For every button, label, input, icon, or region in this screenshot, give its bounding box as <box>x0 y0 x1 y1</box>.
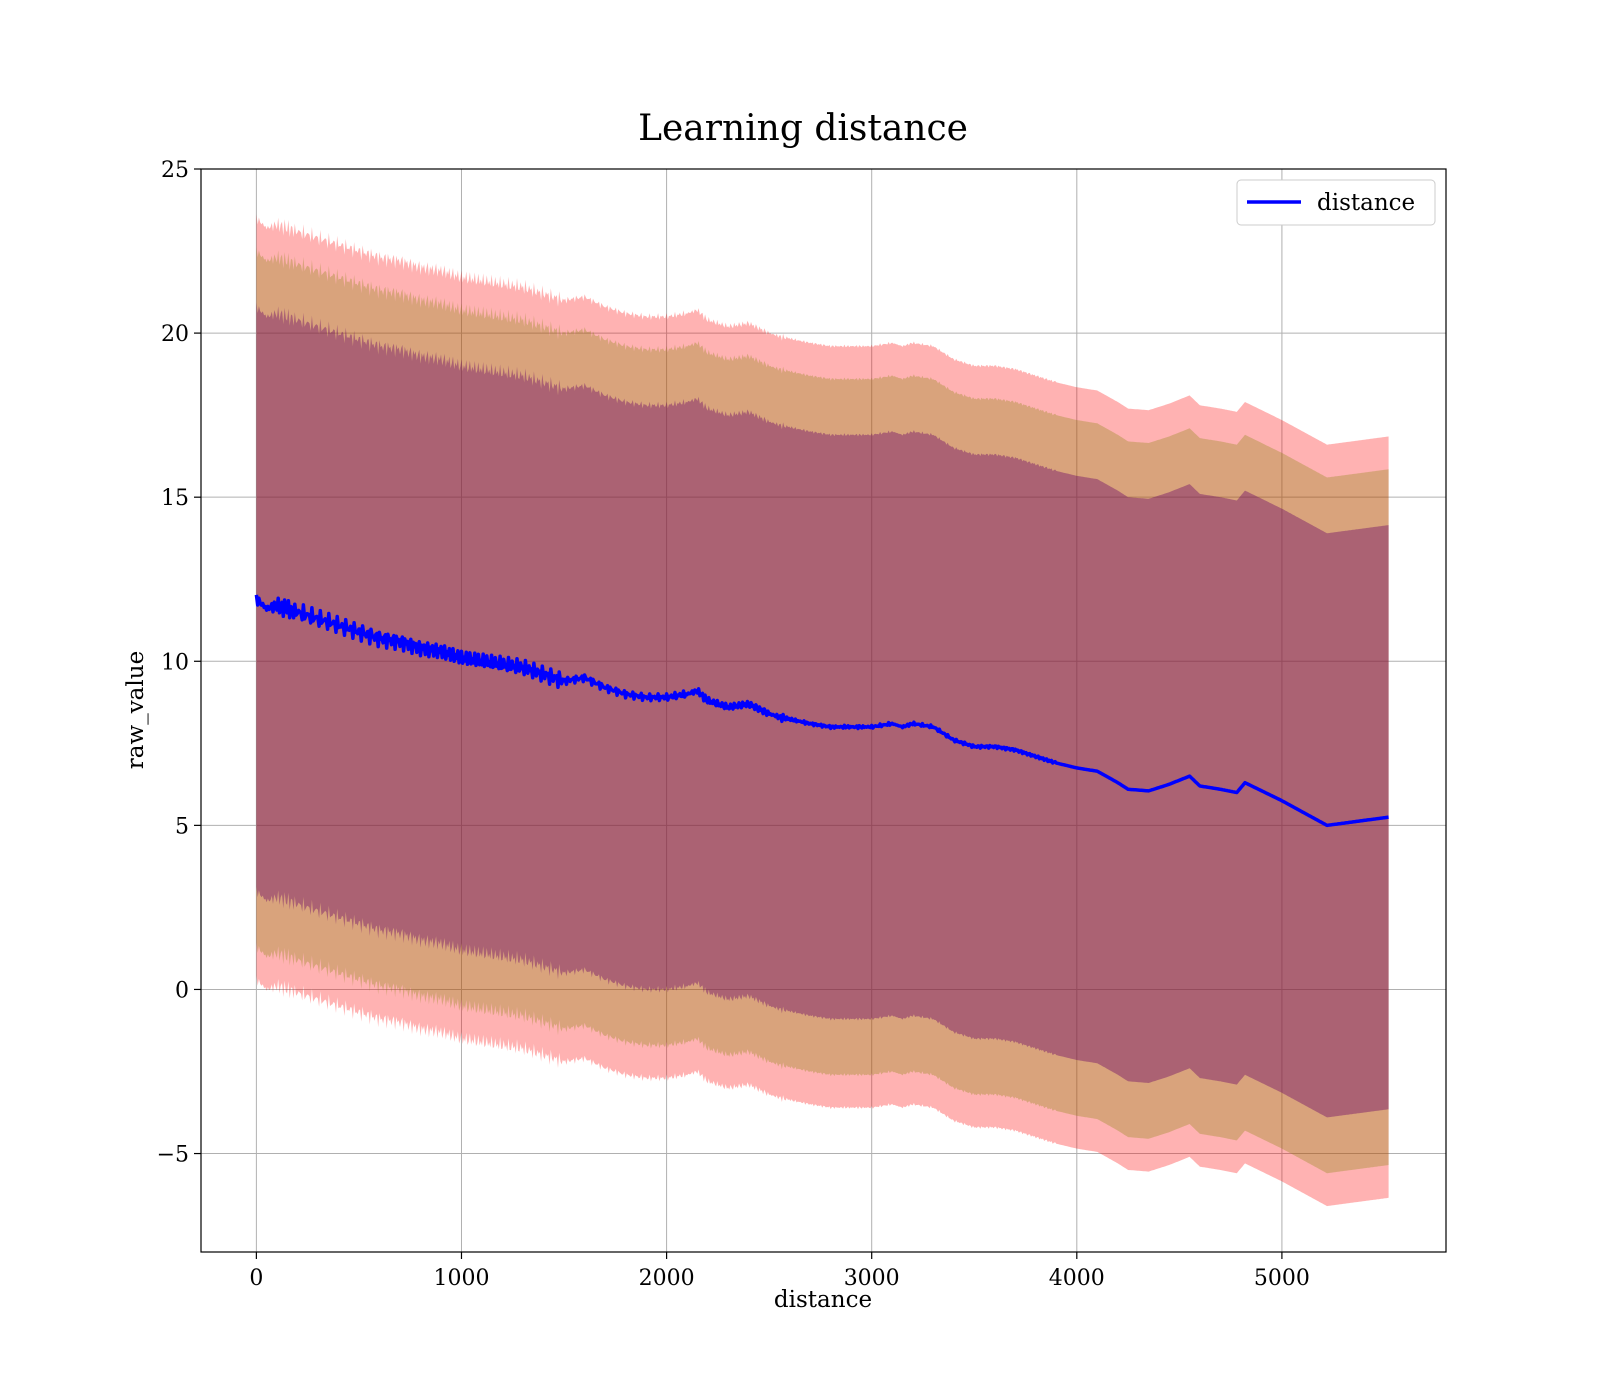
y-tick-label: 0 <box>175 978 189 1003</box>
x-tick-label: 2000 <box>639 1266 695 1291</box>
x-tick-label: 0 <box>249 1266 263 1291</box>
confidence-band <box>256 247 1389 1174</box>
y-tick-label: 5 <box>175 814 189 839</box>
confidence-band <box>256 302 1389 1118</box>
confidence-bands <box>256 214 1389 1207</box>
legend: distance <box>1236 179 1436 226</box>
y-tick-label: 15 <box>161 486 189 511</box>
series-lines <box>254 594 1390 828</box>
x-tick-label: 3000 <box>844 1266 900 1291</box>
y-tick-label: 10 <box>161 650 189 675</box>
chart-title: Learning distance <box>638 108 968 149</box>
axis-ticks: 0 1000 2000 3000 4000 5000 −5 0 5 10 15 20 25 <box>157 158 1310 1291</box>
y-axis-label: raw_value <box>123 651 149 769</box>
x-tick-label: 4000 <box>1049 1266 1105 1291</box>
legend-label-distance: distance <box>1317 190 1415 216</box>
x-axis-label: distance <box>774 1287 872 1313</box>
plot-frame <box>200 168 1447 1253</box>
series-line-distance <box>254 594 1390 828</box>
confidence-band <box>256 214 1389 1207</box>
x-tick-label: 5000 <box>1254 1266 1310 1291</box>
legend-box <box>1236 179 1436 226</box>
x-tick-label: 1000 <box>433 1266 489 1291</box>
y-tick-label: 25 <box>161 158 189 183</box>
y-tick-label: −5 <box>157 1143 189 1168</box>
y-tick-label: 20 <box>161 322 189 347</box>
